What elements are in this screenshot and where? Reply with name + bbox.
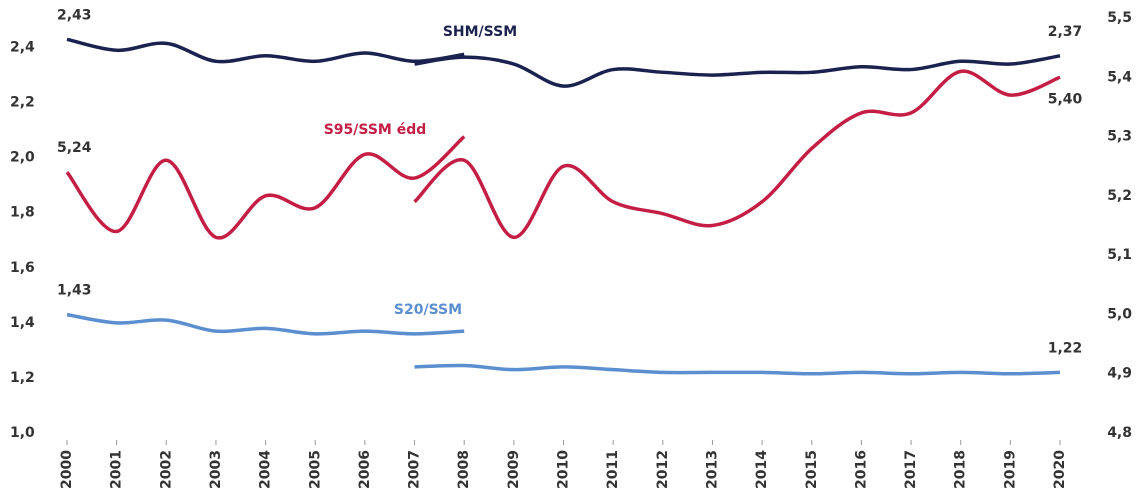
line-series xyxy=(414,54,1061,88)
data-label: 1,22 xyxy=(1048,340,1083,356)
x-tick-label: 2020 xyxy=(1052,450,1068,489)
x-tick-label: 2000 xyxy=(59,450,75,489)
data-label: 5,40 xyxy=(1048,91,1083,107)
x-tick-label: 2018 xyxy=(953,450,969,489)
x-tick-label: 2007 xyxy=(407,450,423,489)
line-series xyxy=(413,69,1061,240)
x-tick-label: 2017 xyxy=(903,450,919,489)
y-tick-label: 1,2 xyxy=(10,370,35,386)
y-tick-label: 1,8 xyxy=(10,205,35,221)
line-series xyxy=(66,312,465,336)
x-tick-label: 2015 xyxy=(804,450,820,489)
y2-tick-label: 5,0 xyxy=(1107,306,1132,322)
y-tick-label: 1,0 xyxy=(10,425,35,441)
x-tick-label: 2003 xyxy=(208,450,224,489)
x-tick-label: 2019 xyxy=(1002,450,1018,489)
y-tick-label: 2,4 xyxy=(10,40,35,56)
x-tick-label: 2001 xyxy=(109,450,125,489)
y2-tick-label: 5,5 xyxy=(1107,10,1132,26)
line-series xyxy=(414,363,1061,376)
series-label: SHM/SSM xyxy=(443,24,517,40)
line-series xyxy=(65,135,466,240)
data-label: 2,43 xyxy=(57,7,92,23)
x-tick-label: 2009 xyxy=(506,450,522,489)
series-label: S20/SSM xyxy=(394,302,462,318)
x-tick-label: 2016 xyxy=(853,450,869,489)
x-tick-label: 2011 xyxy=(605,450,621,489)
x-tick-label: 2008 xyxy=(456,450,472,489)
y-tick-label: 1,6 xyxy=(10,260,35,276)
y2-tick-label: 5,4 xyxy=(1107,69,1132,85)
line-series xyxy=(66,37,465,64)
y-tick-label: 2,2 xyxy=(10,95,35,111)
x-tick-label: 2014 xyxy=(754,450,770,489)
y2-tick-label: 4,9 xyxy=(1107,366,1132,382)
x-tick-label: 2004 xyxy=(258,450,274,489)
y2-tick-label: 4,8 xyxy=(1107,425,1132,441)
y2-tick-label: 5,1 xyxy=(1107,247,1132,263)
data-label: 1,43 xyxy=(57,283,92,299)
x-tick-label: 2013 xyxy=(704,450,720,489)
data-label: 5,24 xyxy=(57,140,92,156)
x-tick-label: 2002 xyxy=(158,450,174,489)
data-label: 2,37 xyxy=(1048,24,1083,40)
x-tick-label: 2006 xyxy=(357,450,373,489)
y-tick-label: 1,4 xyxy=(10,315,35,331)
x-tick-label: 2010 xyxy=(556,450,572,489)
x-tick-label: 2012 xyxy=(655,450,671,489)
y2-tick-label: 5,3 xyxy=(1107,129,1132,145)
x-tick-label: 2005 xyxy=(307,450,323,489)
y-tick-label: 2,0 xyxy=(10,150,35,166)
series-label: S95/SSM édd xyxy=(324,122,427,138)
y2-tick-label: 5,2 xyxy=(1107,188,1132,204)
